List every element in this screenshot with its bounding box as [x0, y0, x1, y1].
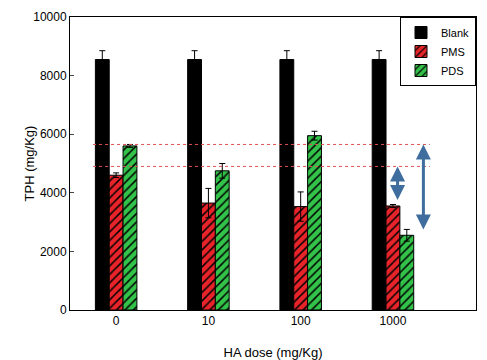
svg-text:Blank: Blank — [441, 27, 469, 39]
svg-text:HA dose (mg/Kg): HA dose (mg/Kg) — [224, 345, 323, 360]
svg-text:PMS: PMS — [441, 46, 465, 58]
svg-text:2000: 2000 — [40, 245, 67, 259]
svg-text:PDS: PDS — [441, 65, 464, 77]
svg-text:8000: 8000 — [40, 69, 67, 83]
svg-text:TPH (mg/Kg): TPH (mg/Kg) — [22, 126, 37, 202]
svg-text:6000: 6000 — [40, 127, 67, 141]
svg-text:10: 10 — [202, 314, 216, 328]
svg-text:100: 100 — [291, 314, 311, 328]
svg-text:4000: 4000 — [40, 186, 67, 200]
svg-text:0: 0 — [60, 303, 67, 317]
svg-text:1000: 1000 — [380, 314, 407, 328]
svg-text:10000: 10000 — [33, 10, 67, 24]
svg-text:0: 0 — [113, 314, 120, 328]
